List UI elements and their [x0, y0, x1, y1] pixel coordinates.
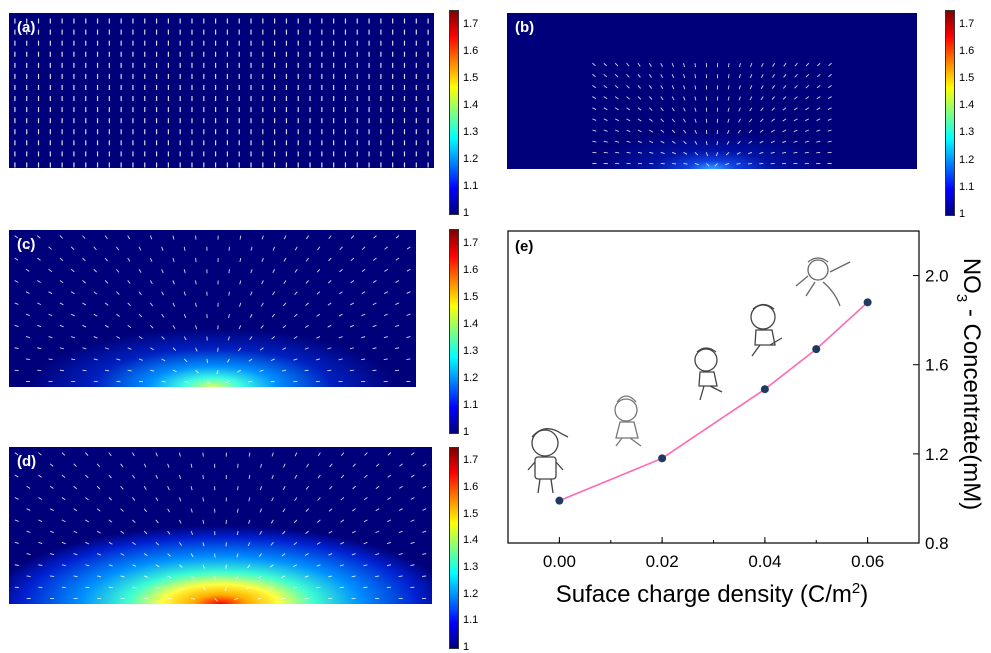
chart-e-label: (e) — [515, 238, 533, 255]
chart-e-y-tick-label: 0.8 — [925, 534, 949, 553]
chart-e-x-tick-label: 0.00 — [543, 552, 576, 571]
chart-e-x-axis-label: Suface charge density (C/m2) — [556, 580, 868, 608]
panel-c-label: (c) — [17, 236, 35, 253]
chart-e-x-tick-label: 0.04 — [748, 552, 781, 571]
chart-e-y-tick-label: 1.6 — [925, 356, 949, 375]
chart-e-data-point — [864, 298, 872, 306]
panel-d-label: (d) — [17, 453, 36, 470]
chart-e-y-tick-label: 2.0 — [925, 267, 949, 286]
chart-e-y-tick-label: 1.2 — [925, 445, 949, 464]
chart-e-data-point — [812, 345, 820, 353]
chart-e-data-point — [555, 497, 563, 505]
chart-e-data-point — [761, 385, 769, 393]
panel-b-label: (b) — [515, 19, 534, 36]
panel-a-label: (a) — [17, 19, 35, 36]
chart-e-data-point — [658, 454, 666, 462]
chart-e-x-tick-label: 0.02 — [646, 552, 679, 571]
chart-e-y-axis-label: NO3 - Concentrate(mM) — [953, 258, 985, 510]
chart-e-x-tick-label: 0.06 — [851, 552, 884, 571]
